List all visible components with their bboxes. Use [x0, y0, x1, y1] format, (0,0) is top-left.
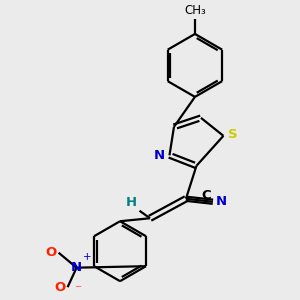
Text: ⁻: ⁻: [74, 284, 81, 297]
Text: S: S: [228, 128, 238, 141]
Text: O: O: [55, 281, 66, 294]
Text: N: N: [154, 149, 165, 162]
Text: N: N: [71, 261, 82, 274]
Text: H: H: [126, 196, 137, 209]
Text: C: C: [202, 189, 211, 202]
Text: +: +: [82, 252, 91, 262]
Text: CH₃: CH₃: [184, 4, 206, 17]
Text: O: O: [46, 246, 57, 259]
Text: N: N: [215, 195, 226, 208]
